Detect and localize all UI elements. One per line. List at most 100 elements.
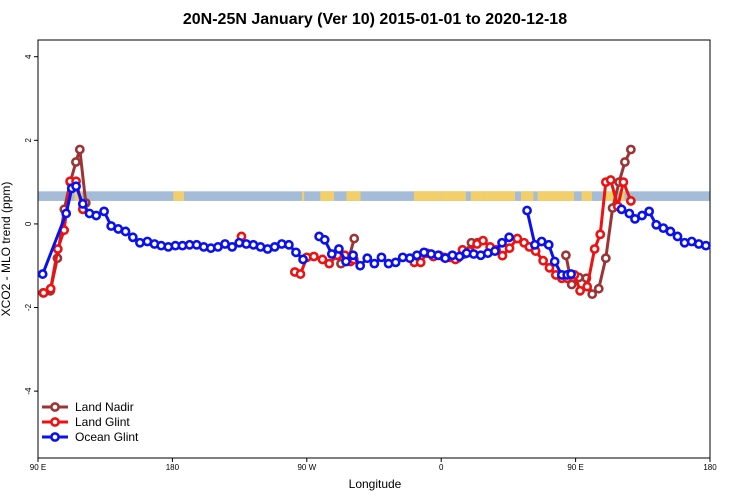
series-1-point — [38, 287, 49, 298]
legend-label-2: Ocean Glint — [75, 430, 139, 444]
series-2-point — [283, 239, 294, 250]
series-1-point — [589, 244, 600, 254]
series-2-point — [616, 204, 627, 215]
series-2-point — [77, 198, 88, 209]
series-2-point — [672, 231, 683, 242]
series-0-point — [619, 157, 630, 167]
legend-marker-2 — [50, 432, 60, 442]
band-land-9 — [521, 191, 534, 201]
band-land-3 — [320, 191, 335, 201]
series-2-point — [355, 260, 366, 271]
x-axis-label: Longitude — [349, 477, 402, 491]
series-2-point — [326, 249, 337, 259]
series-0-point — [600, 253, 611, 264]
series-1-point — [308, 251, 319, 262]
series-2-point — [497, 237, 507, 248]
band-sea — [38, 191, 710, 201]
band-land-5 — [413, 191, 442, 201]
band-land-11 — [581, 191, 593, 201]
series-0-point — [70, 157, 81, 167]
series-2-point — [91, 210, 102, 221]
series-2-point — [490, 246, 500, 256]
series-2-point — [376, 252, 387, 263]
series-1-point — [538, 255, 549, 266]
series-2-point — [334, 244, 344, 254]
y-tick-label-4: 4 — [24, 54, 33, 59]
band-land-7 — [470, 191, 484, 201]
series-0-point — [349, 233, 360, 244]
legend-marker-1 — [50, 417, 60, 427]
series-2-point — [543, 239, 554, 250]
series-1-point — [595, 229, 606, 240]
band-land-4 — [346, 191, 361, 201]
band-land-2 — [301, 191, 305, 201]
series-0-point — [625, 144, 636, 155]
series-2-point — [522, 205, 532, 216]
band-land-8 — [483, 191, 516, 201]
series-2-point — [644, 206, 655, 217]
y-axis-label: XCO2 - MLO trend (ppm) — [0, 182, 13, 317]
y-tick-label-0: -4 — [24, 387, 33, 395]
series-0-point — [587, 289, 598, 300]
series-1-point — [625, 196, 636, 206]
series-1-point — [544, 262, 555, 273]
legend-marker-0 — [50, 402, 60, 412]
series-2-point — [341, 256, 351, 267]
x-tick-label-0: 90 E — [30, 463, 46, 472]
y-axis: -4 -2 0 2 4 — [24, 54, 38, 395]
series-1-point — [478, 235, 488, 246]
series-1-point — [618, 177, 629, 188]
series-1-point — [324, 258, 335, 269]
series-2-point — [227, 242, 238, 252]
series-0-point — [74, 144, 85, 155]
series-2-point — [348, 250, 358, 261]
series-1-point — [497, 250, 508, 261]
series-2-point — [319, 234, 330, 245]
series-2-point — [637, 210, 647, 221]
y-tick-label-1: -2 — [24, 303, 33, 311]
series-2 — [37, 181, 711, 280]
legend-label-1: Land Glint — [75, 415, 130, 429]
land-sea-band — [38, 191, 710, 201]
series-2-point — [566, 269, 577, 279]
series-2-point — [37, 269, 48, 279]
band-land-10 — [537, 191, 575, 201]
x-axis: 90 E 180 90 W 0 90 E 180 — [30, 458, 717, 472]
series-0-point — [560, 250, 571, 261]
series-0 — [38, 144, 636, 300]
band-land-6 — [441, 191, 466, 201]
series-0-point — [566, 279, 577, 290]
series-2-point — [298, 254, 308, 265]
legend-label-0: Land Nadir — [75, 400, 134, 414]
series-1-point — [504, 243, 515, 254]
chart-title: 20N-25N January (Ver 10) 2015-01-01 to 2… — [183, 11, 567, 28]
series-2-point — [71, 181, 81, 192]
y-tick-label-2: 0 — [24, 221, 33, 226]
series-2-point — [362, 253, 373, 264]
series-2-point — [135, 237, 145, 248]
x-tick-label-1: 180 — [166, 463, 180, 472]
band-land-1 — [173, 191, 184, 201]
y-tick-label-3: 2 — [24, 138, 33, 143]
series-2-point — [61, 208, 72, 219]
series-layer — [37, 144, 711, 300]
series-2-point — [700, 240, 711, 251]
band-land-12 — [605, 191, 614, 201]
series-1-point — [582, 281, 593, 292]
series-1-point — [415, 257, 426, 268]
series-2-point — [127, 232, 138, 243]
series-1-point — [605, 175, 616, 185]
series-1-point — [295, 269, 306, 279]
series-2-point — [390, 257, 401, 268]
series-2-point — [624, 208, 635, 219]
series-2-point — [369, 258, 380, 269]
series-2-point — [291, 247, 301, 258]
series-2-point — [504, 232, 515, 243]
series-1-point — [575, 285, 585, 296]
series-2-point — [120, 226, 131, 237]
series-2-point — [99, 206, 109, 217]
x-tick-label-2: 90 W — [297, 463, 316, 472]
plot-frame — [37, 39, 711, 459]
